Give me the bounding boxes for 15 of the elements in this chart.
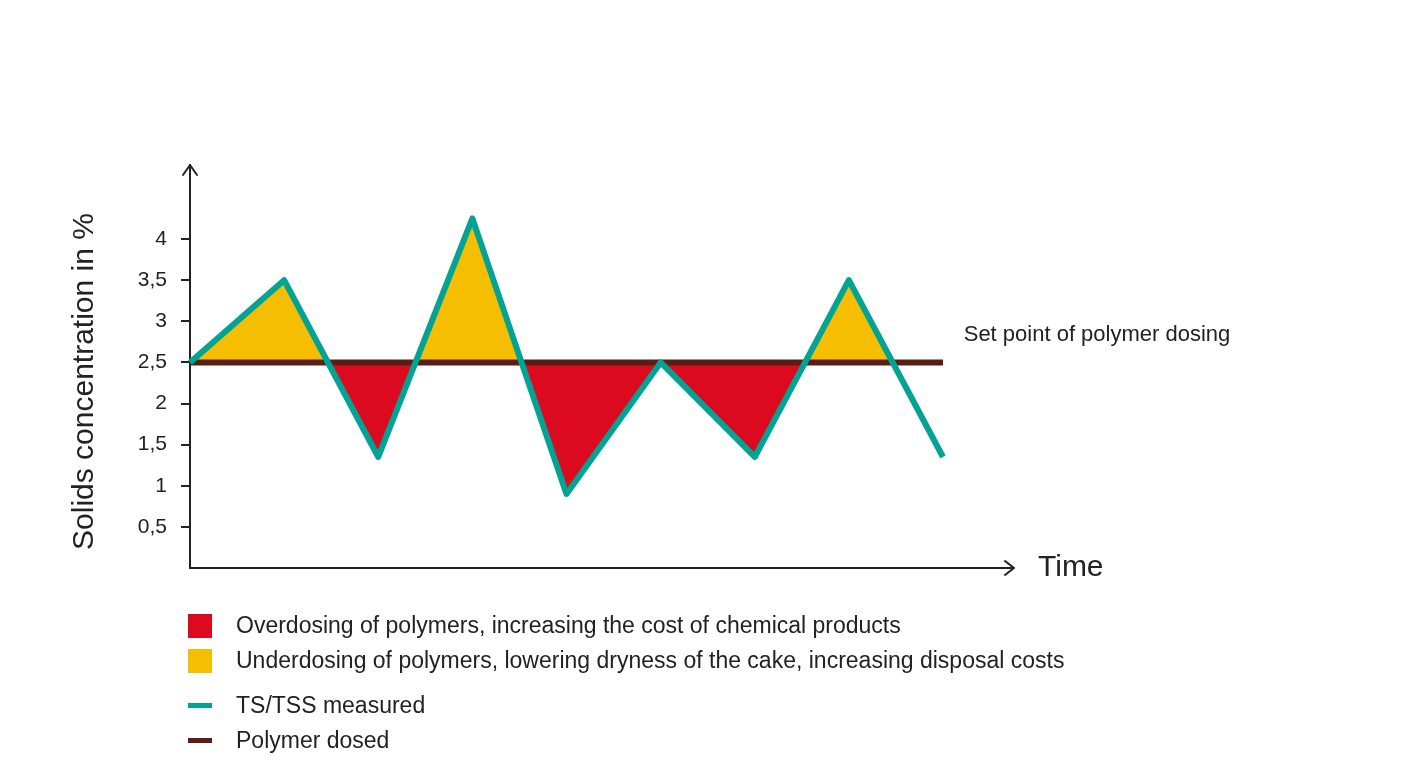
y-tick-label: 4 bbox=[155, 225, 168, 249]
y-tick-label: 2,5 bbox=[137, 349, 167, 373]
y-axis-title: Solids concentration in % bbox=[66, 213, 100, 550]
y-tick-label: 3,5 bbox=[137, 266, 167, 290]
legend-label: Underdosing of polymers, lowering dryness of the cake, increasing disposal costs bbox=[236, 647, 1065, 674]
y-tick-label: 1 bbox=[155, 472, 167, 496]
y-tick-label: 3 bbox=[155, 308, 167, 332]
x-axis-title: Time bbox=[1038, 549, 1104, 583]
y-tick-label: 0,5 bbox=[137, 513, 167, 537]
legend-label: TS/TSS measured bbox=[236, 692, 426, 719]
legend-label: Overdosing of polymers, increasing the cost of chemical products bbox=[236, 612, 901, 639]
legend-label: Polymer dosed bbox=[236, 727, 390, 754]
y-tick-label: 2 bbox=[155, 390, 167, 414]
y-tick-label: 1,5 bbox=[137, 431, 167, 455]
text: Set point of polymer dosing bbox=[963, 321, 1231, 347]
